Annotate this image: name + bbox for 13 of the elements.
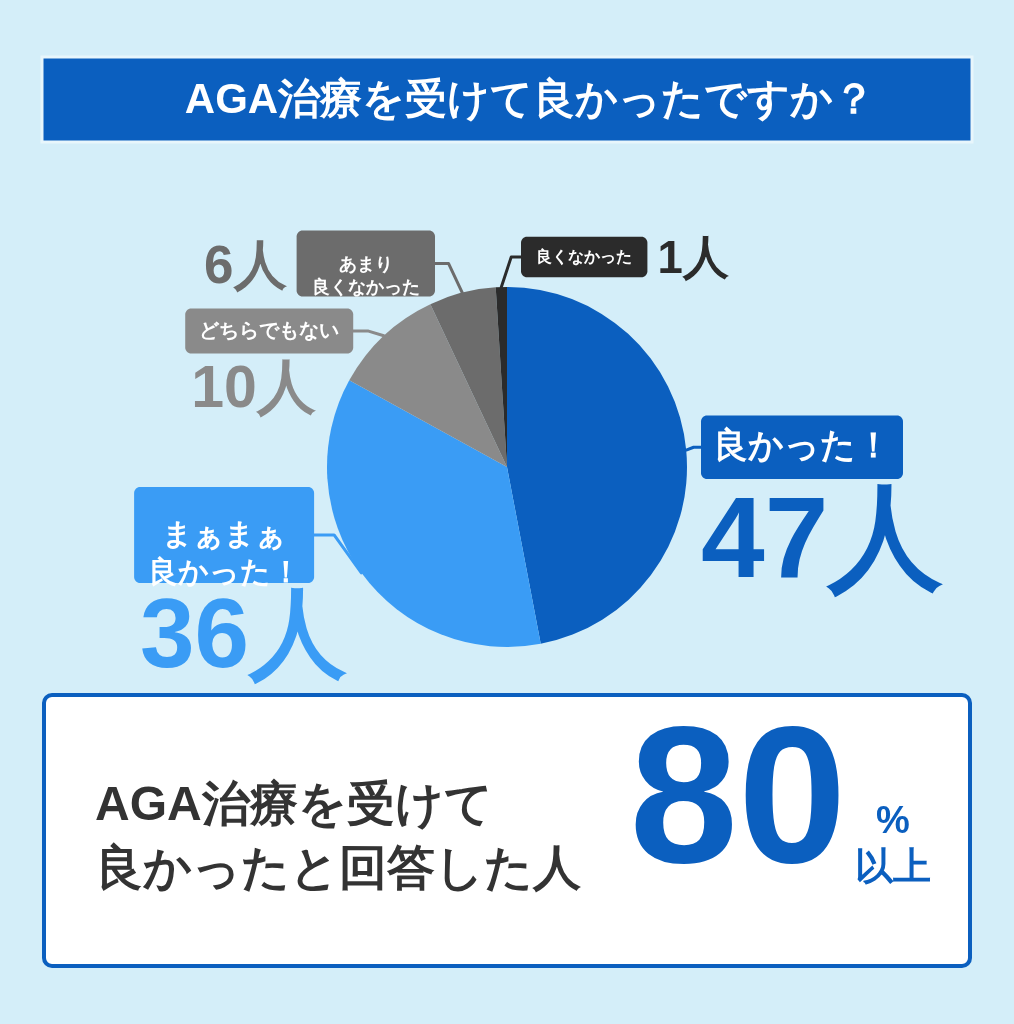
chart-title: AGA治療を受けて良かったですか？ — [184, 75, 876, 122]
slice-label: 良くなかった — [536, 247, 633, 267]
text: AGA治療を受けて良かったと回答した人 — [95, 777, 581, 894]
text: 80 — [629, 685, 847, 903]
data-label: 10人 — [191, 353, 316, 420]
data-label: 1人 — [657, 232, 729, 284]
slice-label: あまり良くなかった — [311, 252, 420, 297]
data-label: 47人 — [701, 472, 944, 601]
slice-label: どちらでもない — [199, 319, 340, 342]
pie-slice — [349, 304, 507, 467]
data-label: 6人 — [204, 234, 287, 294]
text: %以上 — [855, 799, 931, 887]
slice-label: 良かった！ — [713, 425, 891, 465]
